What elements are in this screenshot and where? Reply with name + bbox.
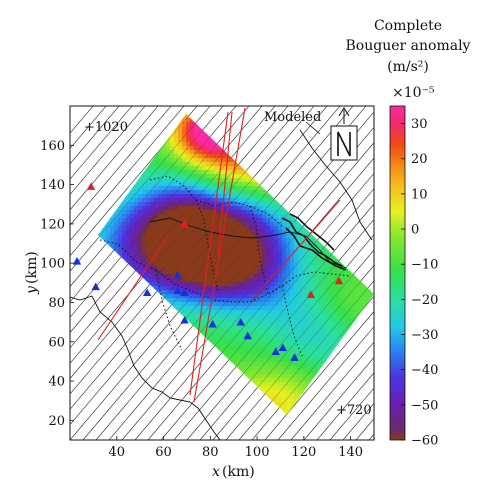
station-blue bbox=[91, 282, 100, 291]
station-blue bbox=[142, 288, 152, 297]
modeled-leader bbox=[305, 121, 321, 135]
station-blue bbox=[72, 257, 82, 265]
station-markers bbox=[72, 182, 344, 361]
x-tick-label: 60 bbox=[155, 445, 172, 460]
colorbar-tick-label: −20 bbox=[411, 293, 438, 308]
y-tick-label: 160 bbox=[40, 139, 65, 154]
x-tick-label: 100 bbox=[245, 445, 270, 460]
colorbar-tick-label: −40 bbox=[411, 363, 438, 378]
corner-label-top-left: +1020 bbox=[84, 120, 128, 135]
station-blue bbox=[290, 353, 299, 361]
y-tick-label: 120 bbox=[40, 217, 65, 232]
colorbar-title-line2: Bouguer anomaly bbox=[346, 38, 471, 54]
colorbar-scale: ×10⁻⁵ bbox=[392, 85, 435, 101]
colorbar bbox=[389, 105, 406, 441]
station-blue bbox=[180, 288, 189, 297]
modeled-profiles bbox=[97, 107, 341, 403]
colorbar-tick-label: 10 bbox=[411, 187, 428, 202]
y-tick-label: 140 bbox=[40, 178, 65, 193]
station-blue bbox=[236, 317, 245, 326]
x-axis-label: x (km) bbox=[212, 464, 255, 480]
dense-coastline bbox=[281, 213, 347, 271]
y-axis-label: y (km) bbox=[24, 251, 40, 295]
station-red bbox=[86, 182, 96, 190]
y-tick-label: 60 bbox=[48, 335, 65, 350]
colorbar-ticks: 30 20 10 0 −10 −20 −30 −40 −50 −60 bbox=[401, 117, 438, 449]
x-tick-label: 140 bbox=[338, 445, 363, 460]
y-tick-label: 80 bbox=[48, 296, 65, 311]
colorbar-tick-label: −60 bbox=[411, 434, 438, 449]
colorbar-tick-label: −30 bbox=[411, 328, 438, 343]
colorbar-tick-label: 30 bbox=[411, 117, 428, 132]
station-red bbox=[334, 276, 344, 285]
colorbar-tick-label: 0 bbox=[411, 223, 419, 238]
y-axis-ticks: 20 40 60 80 100 120 140 160 bbox=[40, 139, 74, 429]
x-tick-label: 40 bbox=[108, 445, 125, 460]
y-tick-label: 40 bbox=[48, 375, 65, 390]
x-tick-label: 120 bbox=[291, 445, 316, 460]
colorbar-unit: (m/s²) bbox=[387, 59, 429, 75]
station-blue bbox=[208, 319, 217, 328]
y-tick-label: 100 bbox=[40, 257, 65, 272]
station-red bbox=[306, 290, 316, 298]
corner-label-bottom-right: +720 bbox=[336, 403, 372, 418]
station-blue bbox=[278, 343, 287, 352]
regional-boundaries bbox=[99, 175, 351, 357]
x-tick-label: 80 bbox=[202, 445, 219, 460]
x-axis-ticks: 40 60 80 100 120 140 bbox=[108, 436, 363, 460]
station-red bbox=[180, 219, 189, 228]
colorbar-title-line1: Complete bbox=[374, 18, 442, 34]
station-blue bbox=[173, 286, 182, 295]
colorbar-tick-label: 20 bbox=[411, 152, 428, 167]
station-blue bbox=[243, 331, 252, 340]
colorbar-tick-label: −50 bbox=[411, 398, 438, 413]
y-tick-label: 20 bbox=[48, 414, 65, 429]
modeled-annotation: Modeled bbox=[264, 110, 321, 125]
station-blue bbox=[271, 347, 280, 355]
colorbar-tick-label: −10 bbox=[411, 258, 438, 273]
station-blue bbox=[180, 315, 189, 324]
north-arrow-icon bbox=[330, 107, 358, 161]
station-blue bbox=[173, 270, 182, 279]
